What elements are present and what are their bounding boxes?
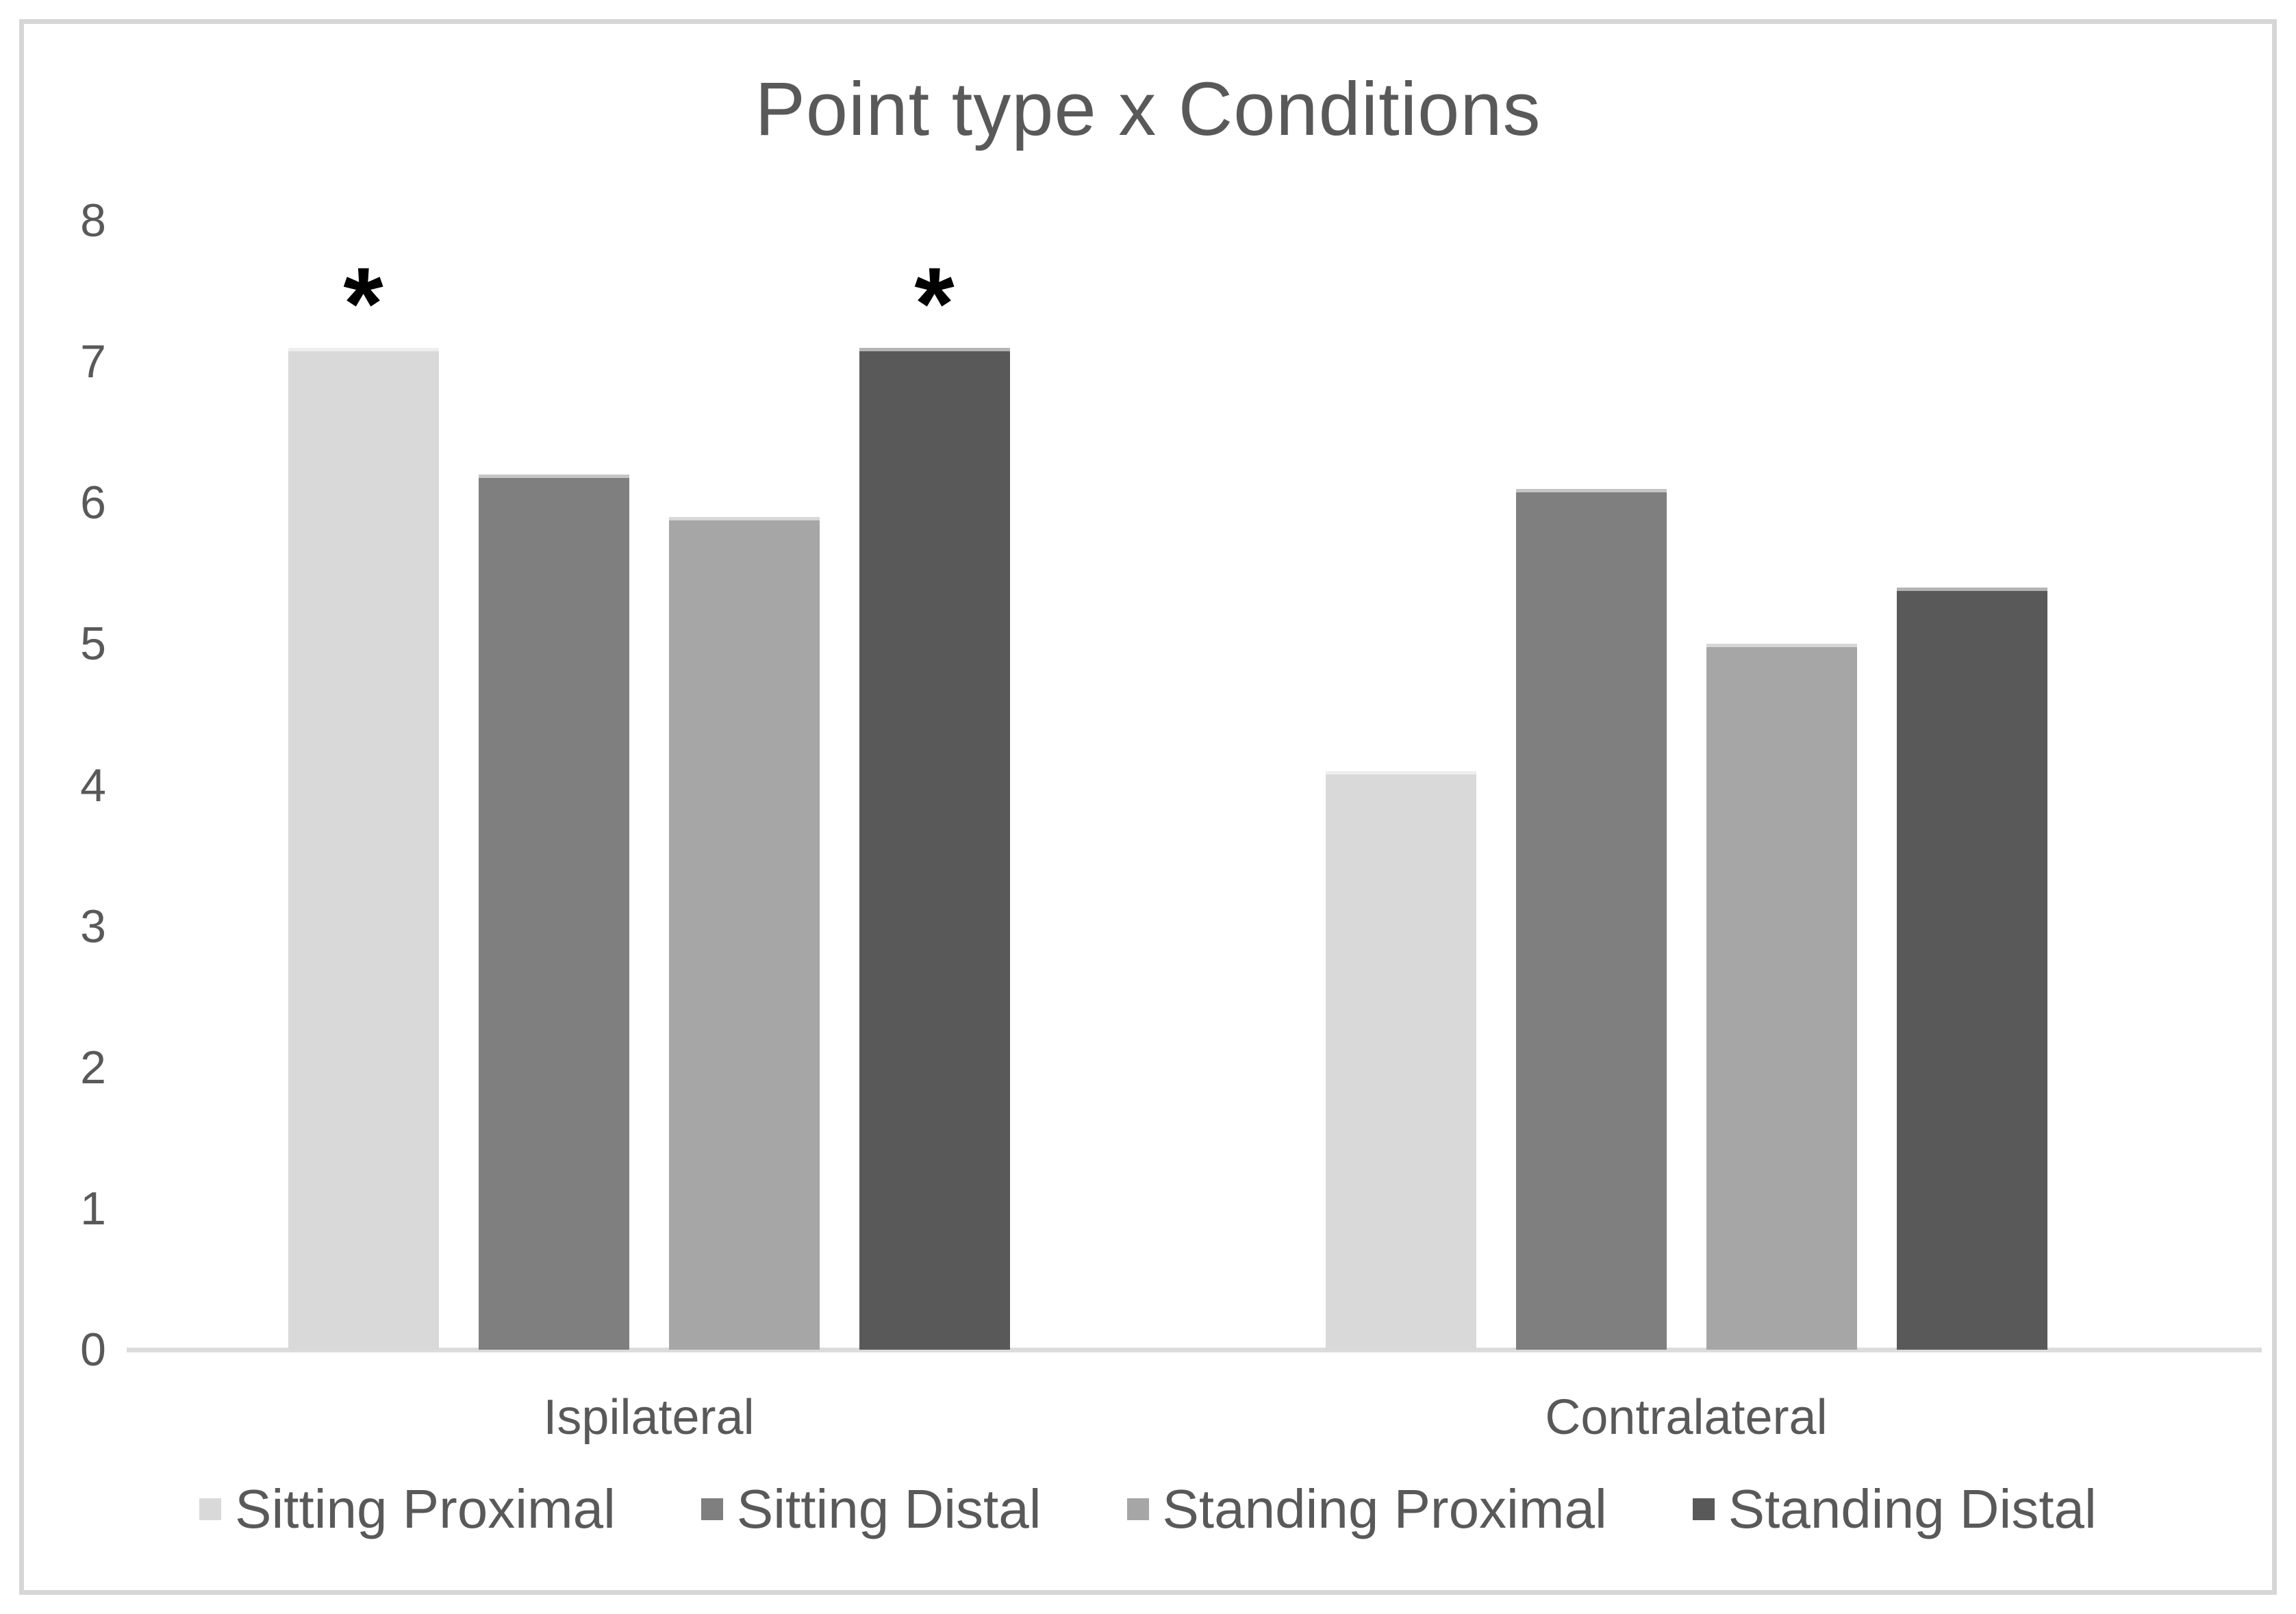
bar-group: * *	[130, 220, 1168, 1350]
legend-item: Sitting Proximal	[199, 1478, 616, 1541]
bar-group	[1168, 220, 2205, 1350]
legend-item: Standing Proximal	[1126, 1478, 1607, 1541]
y-tick-label: 2	[80, 1041, 106, 1094]
bar-slot	[1896, 220, 2047, 1350]
legend-swatch	[1126, 1498, 1149, 1520]
y-tick-label: 0	[80, 1324, 106, 1376]
bar-slot	[478, 220, 629, 1350]
legend: Sitting Proximal Sitting Distal Standing P…	[0, 1478, 2296, 1541]
bar-sitting-distal	[1515, 488, 1667, 1350]
category-label: Ispilateral	[543, 1390, 755, 1445]
bar-sitting-distal	[478, 475, 629, 1350]
legend-swatch	[199, 1498, 222, 1520]
legend-label: Sitting Distal	[736, 1478, 1042, 1539]
bar-slot: *	[859, 220, 1010, 1350]
bar-groups: * *	[130, 220, 2205, 1350]
significance-star: *	[914, 245, 955, 361]
legend-item: Sitting Distal	[701, 1478, 1042, 1541]
bar-sitting-proximal	[288, 347, 439, 1350]
bar-standing-distal	[1896, 587, 2047, 1350]
legend-swatch	[1692, 1498, 1715, 1520]
bar-slot	[1706, 220, 1857, 1350]
y-tick-label: 3	[80, 900, 106, 953]
legend-swatch	[701, 1498, 723, 1520]
y-tick-label: 7	[80, 336, 106, 388]
y-tick-label: 1	[80, 1182, 106, 1235]
bar-standing-distal	[859, 347, 1010, 1350]
bar-sitting-proximal	[1325, 770, 1476, 1350]
bar-standing-proximal	[1706, 644, 1857, 1350]
bar-standing-proximal	[668, 516, 820, 1350]
legend-item: Standing Distal	[1692, 1478, 2097, 1541]
significance-star: *	[343, 245, 383, 361]
y-tick-label: 4	[80, 759, 106, 811]
legend-label: Standing Proximal	[1162, 1478, 1607, 1539]
bar-slot	[668, 220, 820, 1350]
x-axis-line	[127, 1348, 2262, 1352]
legend-label: Sitting Proximal	[235, 1478, 616, 1539]
category-label: Contralateral	[1545, 1390, 1828, 1445]
bar-slot: *	[288, 220, 439, 1350]
x-axis-labels: Ispilateral Contralateral	[130, 1389, 2205, 1446]
chart-title: Point type x Conditions	[755, 67, 1541, 151]
y-tick-label: 5	[80, 618, 106, 670]
y-tick-label: 6	[80, 477, 106, 529]
y-tick-label: 8	[80, 194, 106, 247]
legend-label: Standing Distal	[1728, 1478, 2097, 1539]
y-axis: 0 1 2 3 4 5 6 7 8	[31, 197, 106, 1373]
bar-slot	[1515, 220, 1667, 1350]
bar-slot	[1325, 220, 1476, 1350]
